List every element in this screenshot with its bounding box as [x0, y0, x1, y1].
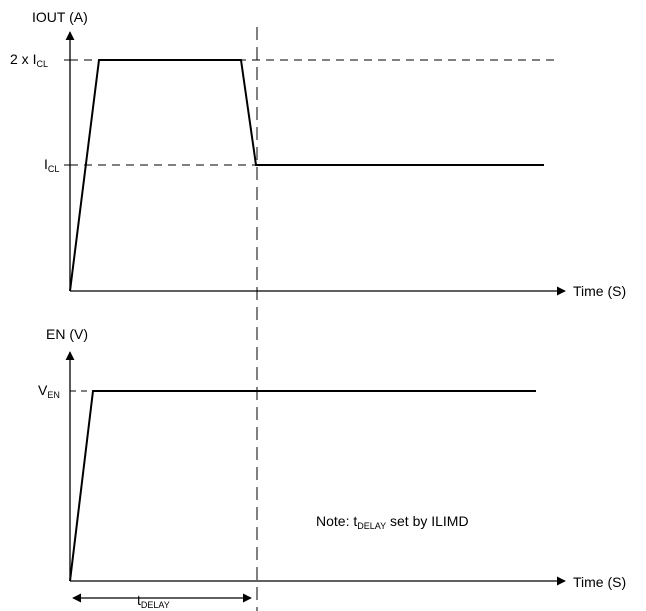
en-x-axis-label: Time (S)	[573, 574, 626, 590]
iout-y-axis-label: IOUT (A)	[32, 9, 88, 25]
iout-waveform	[69, 59, 544, 292]
level-2icl-label: 2 x ICL	[10, 51, 48, 69]
en-y-axis-label: EN (V)	[46, 326, 88, 342]
iout-x-axis-label: Time (S)	[573, 283, 626, 299]
delay-label: tDELAY	[137, 592, 170, 610]
level-icl-label: ICL	[44, 156, 59, 174]
level-ven-label: VEN	[38, 382, 60, 400]
en-chart: EN (V) Time (S) VEN Note: tDELAY set by …	[38, 326, 626, 590]
iout-chart: IOUT (A) Time (S) 2 x ICL ICL	[10, 9, 626, 299]
en-waveform	[69, 390, 536, 582]
delay-dimension: tDELAY	[72, 592, 252, 610]
note-text: Note: tDELAY set by ILIMD	[316, 513, 469, 531]
